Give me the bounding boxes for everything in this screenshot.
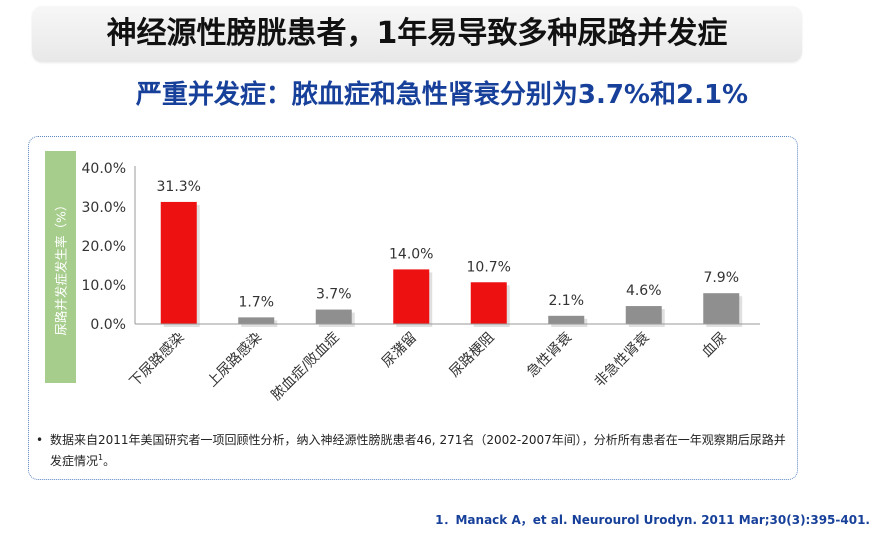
bar bbox=[625, 306, 662, 324]
footnote-text-end: 。 bbox=[103, 454, 116, 468]
bar bbox=[393, 269, 430, 324]
x-category-label: 急性肾衰 bbox=[523, 329, 575, 381]
y-axis-label-box bbox=[45, 151, 76, 383]
bar-value-label: 3.7% bbox=[316, 287, 352, 303]
bar bbox=[548, 315, 585, 324]
x-category-label: 上尿路感染 bbox=[204, 329, 266, 391]
y-tick-label: 10.0% bbox=[82, 278, 126, 294]
x-category-label: 下尿路感染 bbox=[126, 329, 188, 391]
bar-value-label: 4.6% bbox=[626, 283, 662, 299]
page-title: 神经源性膀胱患者，1年易导致多种尿路并发症 bbox=[106, 16, 728, 51]
page-subtitle: 严重并发症：脓血症和急性肾衰分别为3.7%和2.1% bbox=[135, 80, 749, 110]
bar-value-label: 31.3% bbox=[157, 179, 201, 195]
footnote-bullet: • bbox=[36, 433, 44, 447]
y-tick-label: 0.0% bbox=[90, 317, 126, 333]
y-tick-label: 20.0% bbox=[82, 239, 126, 255]
footnote-superscript: 1 bbox=[98, 453, 104, 462]
x-category-label: 尿潴留 bbox=[379, 330, 420, 371]
x-category-label: 尿路梗阻 bbox=[447, 330, 498, 381]
bar-value-label: 14.0% bbox=[389, 246, 433, 262]
bar bbox=[238, 317, 275, 324]
bar bbox=[315, 309, 352, 324]
bar bbox=[160, 201, 197, 324]
footnote: • 数据来自2011年美国研究者一项回顾性分析，纳入神经源性膀胱患者46, 27… bbox=[36, 431, 796, 470]
x-category-label: 非急性肾衰 bbox=[591, 329, 653, 391]
chart-panel bbox=[28, 136, 798, 480]
bar-value-label: 2.1% bbox=[548, 293, 584, 309]
y-tick-label: 30.0% bbox=[82, 200, 126, 216]
x-category-label: 血尿 bbox=[699, 330, 730, 361]
bar-value-label: 1.7% bbox=[238, 294, 274, 310]
footnote-body: 数据来自2011年美国研究者一项回顾性分析，纳入神经源性膀胱患者46, 271名… bbox=[36, 431, 796, 470]
y-tick-label: 40.0% bbox=[82, 161, 126, 177]
footnote-text: 数据来自2011年美国研究者一项回顾性分析，纳入神经源性膀胱患者46, 271名… bbox=[50, 433, 786, 468]
bar bbox=[703, 293, 740, 324]
reference-citation: 1．Manack A，et al. Neurourol Urodyn. 2011… bbox=[435, 513, 870, 527]
bar-value-label: 7.9% bbox=[703, 270, 739, 286]
title-banner bbox=[32, 6, 802, 62]
bar-value-label: 10.7% bbox=[467, 259, 511, 275]
x-category-label: 脓血症/败血症 bbox=[268, 329, 343, 404]
bar bbox=[470, 282, 507, 324]
